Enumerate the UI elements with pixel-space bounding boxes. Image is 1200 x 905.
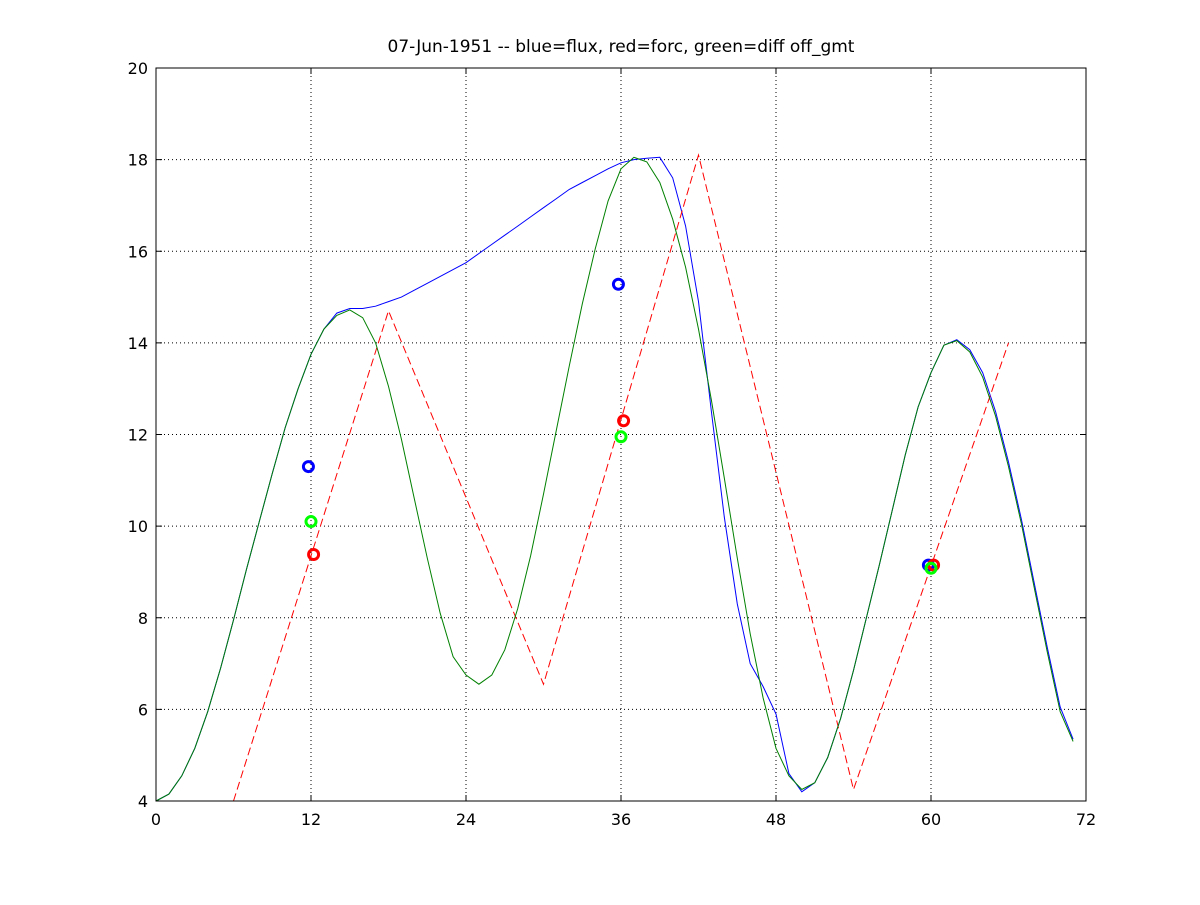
data-point-marker <box>614 430 628 444</box>
y-tick-label: 14 <box>128 334 148 353</box>
y-tick-label: 10 <box>128 517 148 536</box>
y-tick-label: 8 <box>138 609 148 628</box>
y-tick-label: 12 <box>128 426 148 445</box>
data-point-marker <box>304 515 318 529</box>
data-point-marker <box>307 548 321 562</box>
grid-layer <box>156 68 1086 801</box>
tick-layer: 0 12 24 36 48 60 72 4 6 8 10 12 14 16 18 20 <box>128 59 1097 829</box>
x-tick-label: 72 <box>1076 810 1096 829</box>
forc-series-line <box>233 153 1009 802</box>
flux-series-line <box>155 156 1074 802</box>
series-layer <box>155 153 1074 802</box>
y-tick-label: 20 <box>128 59 148 78</box>
x-tick-label: 12 <box>301 810 321 829</box>
y-tick-label: 6 <box>138 700 148 719</box>
y-tick-label: 16 <box>128 242 148 261</box>
x-tick-label: 0 <box>151 810 161 829</box>
y-tick-label: 4 <box>138 792 148 811</box>
x-tick-label: 60 <box>921 810 941 829</box>
chart-title: 07-Jun-1951 -- blue=flux, red=forc, gree… <box>388 37 855 57</box>
data-point-marker <box>924 561 938 575</box>
diff-series-line <box>155 156 1074 802</box>
data-point-marker <box>611 277 625 291</box>
data-point-marker <box>301 460 315 474</box>
data-point-marker <box>617 414 631 428</box>
x-tick-label: 36 <box>611 810 631 829</box>
x-tick-label: 48 <box>766 810 786 829</box>
x-tick-label: 24 <box>456 810 476 829</box>
marker-layer <box>301 277 941 575</box>
y-tick-label: 18 <box>128 151 148 170</box>
